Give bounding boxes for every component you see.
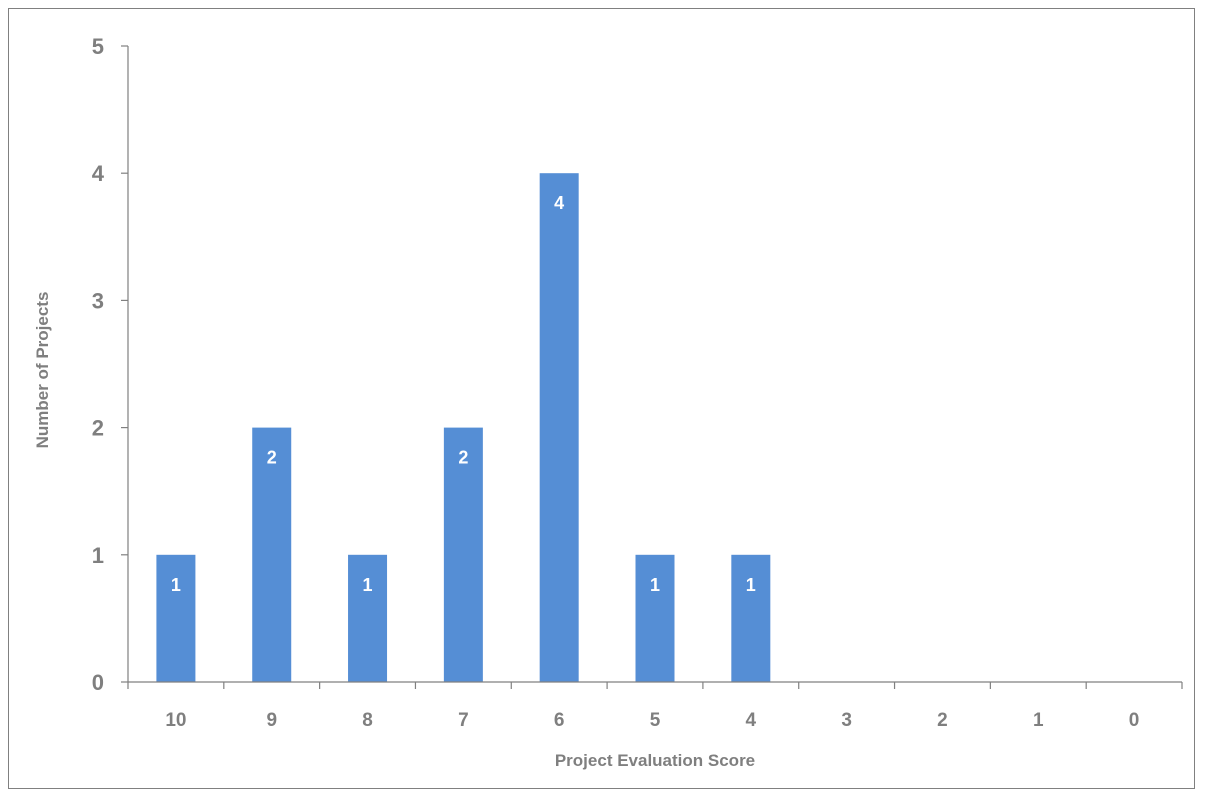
x-tick-label-1: 1 [1033,710,1044,731]
x-tick-label-2: 2 [937,710,948,731]
x-tick-label-3: 3 [841,710,852,731]
bar-4 [731,554,771,682]
data-label-7: 2 [458,448,468,468]
x-tick-label-10: 10 [165,710,186,731]
bar-6 [539,173,579,682]
x-tick-label-6: 6 [554,710,565,731]
y-tick-label-5: 5 [92,34,104,59]
x-tick-label-4: 4 [746,710,757,731]
bar-10 [156,554,196,682]
data-label-8: 1 [363,575,373,595]
axes-layer [121,45,1183,689]
x-tick-label-8: 8 [362,710,373,731]
x-tick-label-7: 7 [458,710,469,731]
data-label-5: 1 [650,575,660,595]
x-axis-title: Project Evaluation Score [555,751,755,770]
bar-8 [348,554,388,682]
chart-frame: 1 2 1 2 4 1 1 0 1 2 3 4 5 10 9 8 7 6 5 4 3 2 1 0 Project Evalua… [8,8,1195,789]
y-tick-label-3: 3 [92,288,104,313]
bars-layer [156,173,771,682]
data-label-6: 4 [554,193,564,213]
x-tick-label-0: 0 [1129,710,1140,731]
y-tick-label-4: 4 [92,161,105,186]
x-tick-label-9: 9 [266,710,277,731]
bar-9 [252,427,292,682]
x-tick-label-5: 5 [650,710,661,731]
data-label-4: 1 [746,575,756,595]
y-axis-title: Number of Projects [33,292,52,449]
data-label-9: 2 [267,448,277,468]
bar-7 [443,427,483,682]
y-tick-label-2: 2 [92,416,104,441]
bar-5 [635,554,675,682]
data-label-10: 1 [171,575,181,595]
y-tick-label-1: 1 [92,543,104,568]
y-tick-label-0: 0 [92,670,104,695]
